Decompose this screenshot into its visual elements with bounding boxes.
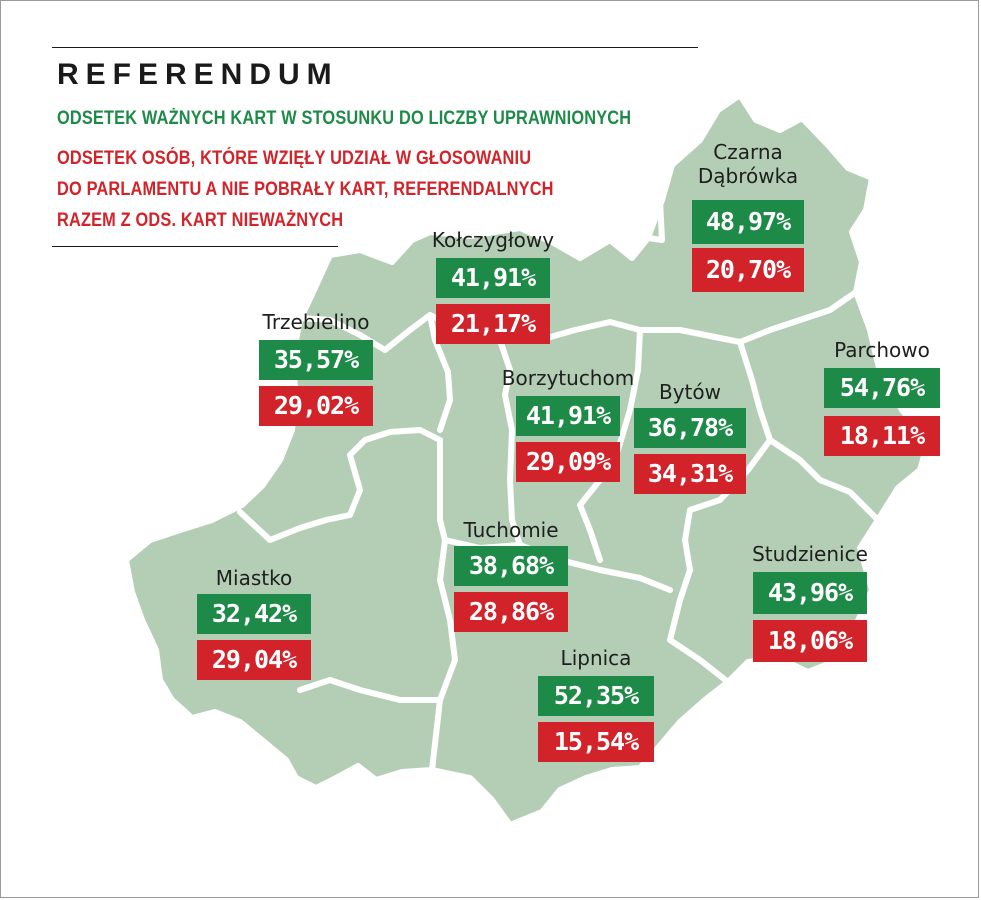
non-participation-value: 28,86%	[454, 592, 568, 632]
gmina-border-12	[297, 677, 443, 703]
gmina-lipnica: Lipnica 52,35% 15,54%	[536, 646, 656, 762]
gmina-name: Bytów	[659, 380, 721, 404]
gmina-name: Borzytuchom	[501, 366, 635, 390]
gmina-border-2	[637, 289, 859, 345]
gmina-czarna-dabrowka: Czarna Dąbrówka 48,97% 20,70%	[688, 140, 808, 292]
valid-cards-value: 48,97%	[692, 200, 804, 244]
non-participation-value: 34,31%	[634, 454, 746, 494]
gmina-name: Tuchomie	[463, 518, 559, 542]
gmina-name: Czarna	[713, 140, 783, 164]
legend-bottom-rule	[52, 246, 338, 247]
legend-non-participation-line-2: DO PARLAMENTU A NIE POBRAŁY KART, REFERE…	[57, 179, 554, 200]
gmina-border-11	[429, 537, 458, 773]
gmina-name: Parchowo	[834, 338, 930, 362]
valid-cards-value: 35,57%	[259, 340, 373, 380]
gmina-border-4	[237, 452, 363, 543]
gmina-parchowo: Parchowo 54,76% 18,11%	[812, 338, 952, 456]
valid-cards-value: 41,91%	[436, 258, 550, 298]
gmina-name-line-2: Dąbrówka	[697, 164, 799, 188]
gmina-name: Kołczygłowy	[431, 228, 555, 252]
non-participation-value: 18,11%	[824, 416, 940, 456]
non-participation-value: 21,17%	[436, 304, 550, 344]
gmina-name: Studzienice	[752, 542, 868, 566]
gmina-border-14	[637, 177, 665, 243]
gmina-border-13	[667, 637, 731, 685]
valid-cards-value: 52,35%	[538, 676, 654, 716]
valid-cards-value: 54,76%	[824, 368, 940, 408]
valid-cards-value: 32,42%	[197, 594, 311, 634]
non-participation-value: 29,02%	[259, 386, 373, 426]
non-participation-value: 29,04%	[197, 640, 311, 680]
gmina-miastko: Miastko 32,42% 29,04%	[192, 566, 316, 680]
gmina-border-5	[427, 312, 453, 433]
valid-cards-value: 38,68%	[454, 546, 568, 586]
valid-cards-value: 41,91%	[516, 396, 620, 436]
top-rule	[52, 47, 698, 48]
gmina-trzebielino: Trzebielino 35,57% 29,02%	[246, 310, 386, 426]
legend-non-participation-line-3: RAZEM Z ODS. KART NIEWAŻNYCH	[57, 210, 344, 231]
legend-non-participation-line-1: ODSETEK OSÓB, KTÓRE WZIĘŁY UDZIAŁ W GŁOS…	[57, 148, 532, 169]
gmina-border-9	[767, 437, 881, 523]
gmina-border-3	[347, 427, 448, 543]
legend-valid-cards: ODSETEK WAŻNYCH KART W STOSUNKU DO LICZB…	[57, 108, 632, 129]
gmina-name: Miastko	[215, 566, 293, 590]
non-participation-value: 18,06%	[753, 620, 867, 662]
gmina-name: Lipnica	[560, 646, 632, 670]
valid-cards-value: 36,78%	[634, 408, 746, 448]
gmina-studzienice: Studzienice 43,96% 18,06%	[744, 542, 876, 662]
non-participation-value: 15,54%	[538, 722, 654, 762]
non-participation-value: 29,09%	[516, 442, 620, 482]
gmina-kolczyglowy: Kołczygłowy 41,91% 21,17%	[418, 228, 568, 344]
non-participation-value: 20,70%	[692, 248, 804, 292]
gmina-borzytuchom: Borzytuchom 41,91% 29,09%	[492, 366, 644, 482]
gmina-border-8	[667, 339, 773, 643]
page-title: REFERENDUM	[57, 58, 339, 91]
gmina-tuchomie: Tuchomie 38,68% 28,86%	[446, 518, 576, 632]
gmina-name: Trzebielino	[262, 310, 370, 334]
gmina-border-6	[497, 337, 523, 548]
gmina-bytow: Bytów 36,78% 34,31%	[630, 380, 750, 494]
valid-cards-value: 43,96%	[753, 572, 867, 614]
